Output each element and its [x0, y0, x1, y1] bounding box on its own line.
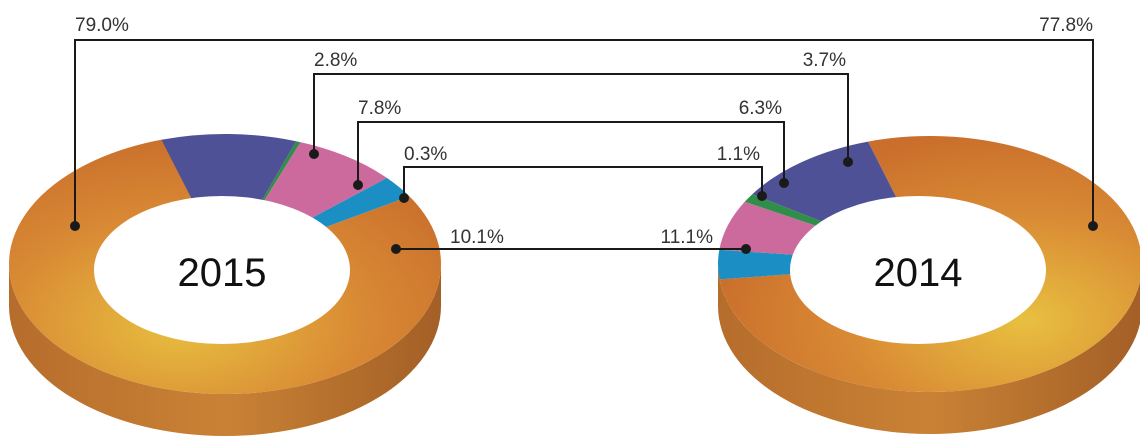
- donut-2015-side: [9, 264, 441, 436]
- leader-lines: [70, 39, 1098, 254]
- label-2015-purple: 10.1%: [450, 227, 504, 248]
- label-2014-orange: 77.8%: [1039, 15, 1093, 36]
- label-2015-orange: 79.0%: [75, 15, 129, 36]
- leader-dot-2015-blue: [309, 149, 319, 159]
- label-2014-pink: 6.3%: [739, 98, 782, 119]
- label-2014-purple: 11.1%: [661, 227, 714, 248]
- slice-labels: 79.0% 77.8% 2.8% 3.7% 7.8% 6.3% 0.3% 1.1…: [75, 15, 1093, 248]
- donut-2014: 2014: [718, 136, 1140, 434]
- leader-dot-2014-green: [757, 191, 767, 201]
- donut-2015-center-label: 2015: [178, 251, 267, 295]
- leader-dot-2015-green: [399, 193, 409, 203]
- donut-2015-hole: [94, 196, 350, 344]
- leader-dot-2014-blue: [843, 157, 853, 167]
- leader-dot-2014-purple: [741, 244, 751, 254]
- donut-2015: 2015: [9, 134, 442, 436]
- label-2014-green: 1.1%: [717, 144, 760, 165]
- label-2015-blue: 2.8%: [314, 50, 357, 71]
- label-2015-pink: 7.8%: [358, 98, 401, 119]
- leader-line-green: [403, 166, 763, 198]
- donut-2014-hole: [790, 196, 1046, 344]
- leader-line-blue: [313, 73, 849, 162]
- leader-dot-2015-purple: [391, 244, 401, 254]
- label-2014-blue: 3.7%: [803, 50, 846, 71]
- donut-2014-center-label: 2014: [874, 251, 963, 295]
- leader-dot-2015-orange: [70, 221, 80, 231]
- leader-dot-2014-orange: [1088, 221, 1098, 231]
- label-2015-green: 0.3%: [404, 144, 447, 165]
- leader-dot-2014-pink: [779, 178, 789, 188]
- leader-line-pink: [357, 121, 785, 185]
- donut-2014-side: [718, 264, 1140, 434]
- leader-line-orange: [74, 39, 1094, 226]
- leader-dot-2015-pink: [353, 180, 363, 190]
- slice-2014-orange: [719, 136, 1140, 392]
